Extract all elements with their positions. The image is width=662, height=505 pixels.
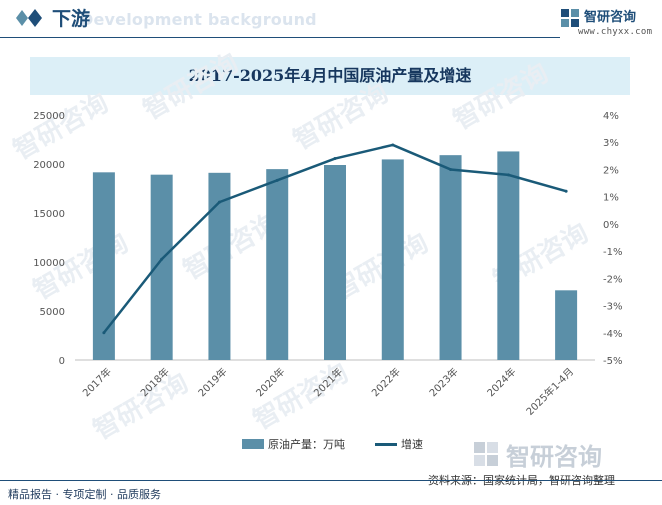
line-point (564, 189, 568, 193)
chart-title-band: 2017-2025年4月中国原油产量及增速 (30, 57, 630, 95)
bar (92, 172, 115, 360)
y-right-tick-label: -1% (603, 247, 622, 258)
line-point (102, 331, 106, 335)
section-bg-text: Development background (80, 10, 317, 29)
legend-swatch-bar (242, 439, 264, 449)
line-point (160, 257, 164, 261)
footer-rule (0, 480, 662, 481)
line-point (391, 143, 395, 147)
bar (208, 172, 231, 360)
section-title: 下游 (52, 8, 91, 30)
y-left-tick-label: 25000 (33, 111, 65, 122)
chart-title: 2017-2025年4月中国原油产量及增速 (188, 66, 472, 85)
y-right-tick-label: -3% (603, 302, 622, 313)
y-right-tick-label: 1% (603, 193, 619, 204)
y-right-tick-label: -4% (603, 329, 622, 340)
page-footer: 精品报告 · 专项定制 · 品质服务 (0, 480, 662, 505)
line-point (506, 173, 510, 177)
line-series (102, 143, 568, 335)
watermark-text: 智研咨询 (448, 57, 554, 136)
chart-legend: 原油产量：万吨 增速 (0, 436, 662, 452)
bar (266, 169, 289, 360)
bar-series (92, 151, 578, 360)
y-right-tick-label: 3% (603, 138, 619, 149)
brand-name: 智研咨询 (584, 10, 637, 25)
x-tick-label: 2024年 (484, 365, 518, 399)
page-header: Development background 下游 智研咨询 www.chyxx… (0, 0, 662, 40)
x-tick-label: 2017年 (80, 365, 114, 399)
y-left-tick-label: 5000 (40, 307, 65, 318)
x-tick-label: 2023年 (426, 365, 460, 399)
legend-label-bar: 原油产量：万吨 (268, 438, 345, 451)
legend-swatch-line (375, 443, 397, 446)
bar (555, 290, 578, 360)
y-left-tick-label: 0 (59, 356, 65, 367)
bar (381, 159, 404, 360)
y-right-tick-label: -5% (603, 356, 622, 367)
watermark-text: 智研咨询 (8, 87, 114, 166)
line-point (217, 200, 221, 204)
bar (439, 155, 462, 360)
y-right-tick-label: 4% (603, 111, 619, 122)
footer-tagline: 精品报告 · 专项定制 · 品质服务 (8, 488, 161, 501)
bar (324, 164, 346, 360)
y-left-tick-label: 20000 (33, 160, 65, 171)
line-point (333, 157, 337, 161)
brand-url: www.chyxx.com (578, 27, 653, 37)
watermark-logo-text: 智研咨询 (506, 443, 602, 471)
line-point (449, 167, 453, 171)
bar (497, 151, 520, 360)
diamond-decor-icon (16, 9, 42, 27)
brand-logo-icon (561, 9, 579, 27)
x-tick-label: 2025年1-4月 (523, 365, 576, 418)
legend-label-line: 增速 (401, 438, 423, 451)
y-left-tick-label: 15000 (33, 209, 65, 220)
line-point (275, 178, 279, 182)
bar (150, 174, 173, 360)
watermark-text: 智研咨询 (288, 77, 394, 156)
watermark-text: 智研咨询 (138, 47, 244, 126)
y-right-tick-label: 0% (603, 220, 619, 231)
y-right-tick-label: 2% (603, 165, 619, 176)
watermark-logo-icon: 智研咨询 (474, 442, 602, 471)
y-left-tick-label: 10000 (33, 258, 65, 269)
y-right-tick-label: -2% (603, 274, 622, 285)
header-rule (0, 37, 560, 38)
x-tick-label: 2022年 (369, 365, 403, 399)
x-tick-label: 2019年 (195, 365, 229, 399)
